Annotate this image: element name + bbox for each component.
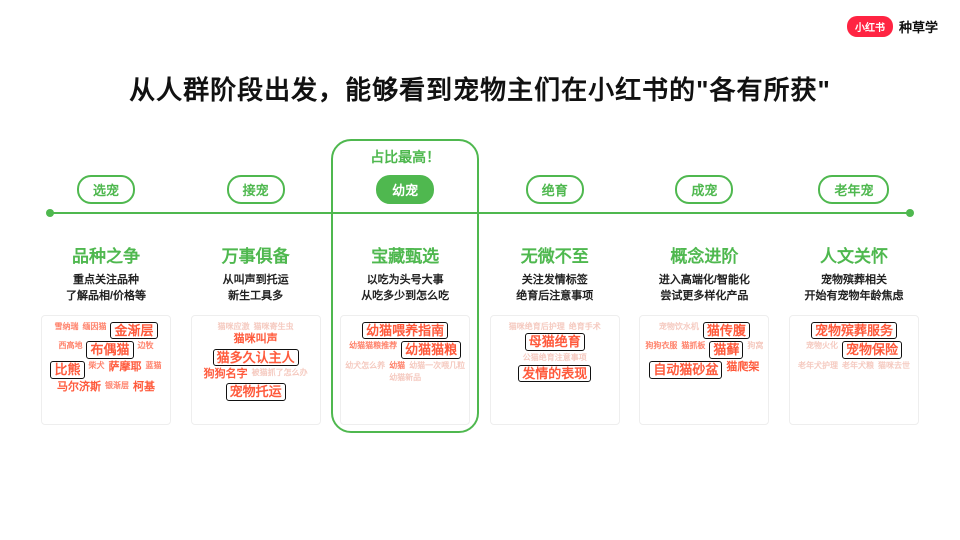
keyword: 猫咪叫声	[234, 333, 278, 346]
brand-badge: 小红书	[847, 16, 893, 37]
word-cloud: 幼猫喂养指南幼猫猫粮推荐幼猫猫粮幼犬怎么养幼猫幼猫一次喂几粒幼猫新品	[340, 315, 470, 425]
keyword: 猫抓板	[681, 341, 705, 359]
keyword: 宠物殡葬服务	[811, 322, 897, 340]
stage-headline: 万事俱备	[222, 242, 290, 267]
keyword: 幼犬怎么养	[345, 361, 385, 371]
word-cloud: 猫咪应激猫咪寄生虫猫咪叫声猫多久认主人狗狗名字被猫抓了怎么办宠物托运	[191, 315, 321, 425]
stage-幼宠: 占比最高！幼宠宝藏甄选以吃为头号大事 从吃多少到怎么吃幼猫喂养指南幼猫猫粮推荐幼…	[335, 175, 475, 425]
stage-sub: 重点关注品种 了解品相/价格等	[66, 273, 146, 305]
stage-headline: 宝藏甄选	[371, 242, 439, 267]
keyword: 缅因猫	[82, 322, 106, 340]
keyword: 被猫抓了怎么办	[252, 368, 308, 381]
keyword: 幼猫	[389, 361, 405, 371]
keyword: 萨摩耶	[109, 361, 142, 379]
keyword: 宠物托运	[226, 383, 286, 401]
keyword: 银渐层	[105, 381, 129, 394]
stage-label: 接宠	[227, 175, 285, 204]
stage-接宠: 接宠万事俱备从叫声到托运 新生工具多猫咪应激猫咪寄生虫猫咪叫声猫多久认主人狗狗名…	[186, 175, 326, 425]
keyword: 自动猫砂盆	[649, 361, 722, 379]
stage-sub: 关注发情标签 绝育后注意事项	[516, 273, 593, 305]
stages-row: 选宠品种之争重点关注品种 了解品相/价格等雪纳瑞缅因猫金渐层西高地布偶猫边牧比熊…	[36, 175, 924, 425]
keyword: 猫传腹	[703, 322, 750, 340]
keyword: 柯基	[133, 381, 155, 394]
keyword: 雪纳瑞	[54, 322, 78, 340]
word-cloud: 宠物饮水机猫传腹狗狗衣服猫抓板猫藓狗窝自动猫砂盆猫爬架	[639, 315, 769, 425]
keyword: 幼猫新品	[389, 373, 421, 383]
keyword: 幼猫猫粮	[401, 341, 461, 359]
keyword: 比熊	[50, 361, 84, 379]
keyword: 马尔济斯	[57, 381, 101, 394]
keyword: 猫多久认主人	[213, 349, 299, 367]
keyword: 西高地	[58, 341, 82, 359]
page-title: 从人群阶段出发，能够看到宠物主们在小红书的"各有所获"	[0, 70, 960, 107]
word-cloud: 雪纳瑞缅因猫金渐层西高地布偶猫边牧比熊柴犬萨摩耶蓝猫马尔济斯银渐层柯基	[41, 315, 171, 425]
stage-label: 绝育	[526, 175, 584, 204]
keyword: 猫咪绝育后护理	[509, 322, 565, 332]
word-cloud: 猫咪绝育后护理绝育手术母猫绝育公猫绝育注意事项发情的表现	[490, 315, 620, 425]
stage-label: 老年宠	[818, 175, 889, 204]
stage-sub: 以吃为头号大事 从吃多少到怎么吃	[361, 273, 449, 305]
stage-label: 成宠	[675, 175, 733, 204]
keyword: 老年犬护理	[798, 361, 838, 371]
stage-成宠: 成宠概念进阶进入高端化/智能化 尝试更多样化产品宠物饮水机猫传腹狗狗衣服猫抓板猫…	[634, 175, 774, 425]
keyword: 狗狗名字	[204, 368, 248, 381]
keyword: 猫咪去世	[878, 361, 910, 371]
stage-headline: 品种之争	[72, 242, 140, 267]
keyword: 宠物火化	[806, 341, 838, 359]
keyword: 猫咪寄生虫	[254, 322, 294, 332]
word-cloud: 宠物殡葬服务宠物火化宠物保险老年犬护理老年犬粮猫咪去世	[789, 315, 919, 425]
stage-sub: 从叫声到托运 新生工具多	[223, 273, 289, 305]
highlight-caption: 占比最高！	[370, 147, 440, 167]
keyword: 猫爬架	[726, 361, 759, 379]
keyword: 幼猫猫粮推荐	[349, 341, 397, 359]
keyword: 母猫绝育	[525, 333, 585, 351]
brand-block: 小红书 种草学	[847, 16, 938, 37]
stage-老年宠: 老年宠人文关怀宠物殡葬相关 开始有宠物年龄焦虑宠物殡葬服务宠物火化宠物保险老年犬…	[784, 175, 924, 425]
keyword: 绝育手术	[569, 322, 601, 332]
keyword: 金渐层	[110, 322, 157, 340]
keyword: 蓝猫	[146, 361, 162, 379]
keyword: 公猫绝育注意事项	[523, 353, 587, 363]
keyword: 宠物饮水机	[659, 322, 699, 340]
keyword: 幼猫喂养指南	[362, 322, 448, 340]
stage-sub: 宠物殡葬相关 开始有宠物年龄焦虑	[804, 273, 903, 305]
keyword: 猫藓	[709, 341, 743, 359]
keyword: 柴犬	[89, 361, 105, 379]
keyword: 边牧	[138, 341, 154, 359]
keyword: 狗窝	[747, 341, 763, 359]
stage-headline: 概念进阶	[670, 242, 738, 267]
stage-label: 幼宠	[376, 175, 434, 204]
stage-绝育: 绝育无微不至关注发情标签 绝育后注意事项猫咪绝育后护理绝育手术母猫绝育公猫绝育注…	[485, 175, 625, 425]
keyword: 布偶猫	[86, 341, 133, 359]
keyword: 老年犬粮	[842, 361, 874, 371]
brand-text: 种草学	[899, 17, 938, 36]
keyword: 猫咪应激	[218, 322, 250, 332]
keyword: 幼猫一次喂几粒	[409, 361, 465, 371]
stage-label: 选宠	[77, 175, 135, 204]
keyword: 发情的表现	[518, 365, 591, 383]
keyword: 狗狗衣服	[645, 341, 677, 359]
stage-选宠: 选宠品种之争重点关注品种 了解品相/价格等雪纳瑞缅因猫金渐层西高地布偶猫边牧比熊…	[36, 175, 176, 425]
stage-headline: 无微不至	[521, 242, 589, 267]
stage-headline: 人文关怀	[820, 242, 888, 267]
stage-sub: 进入高端化/智能化 尝试更多样化产品	[659, 273, 750, 305]
keyword: 宠物保险	[842, 341, 902, 359]
